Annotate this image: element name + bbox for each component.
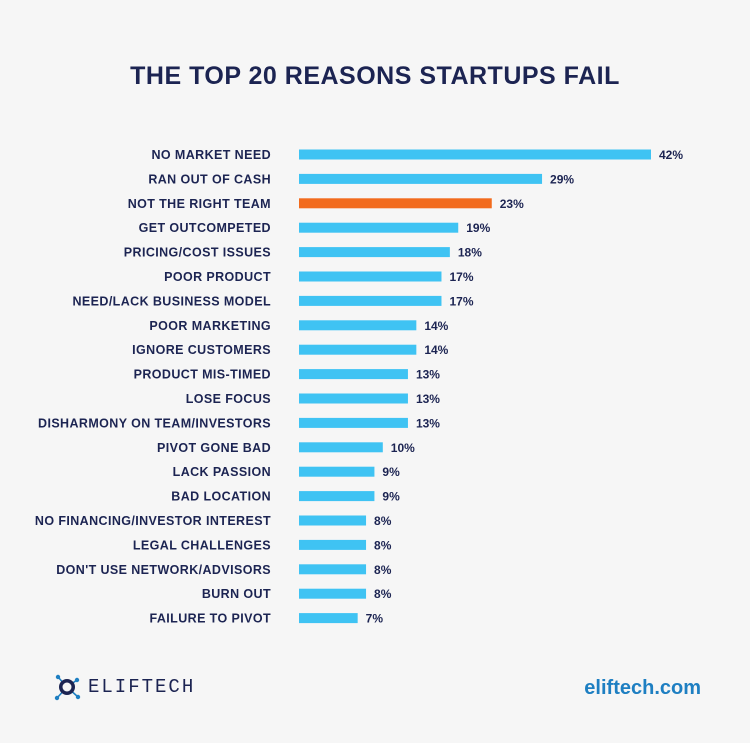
bar (299, 173, 543, 184)
value-label: 8% (374, 563, 392, 577)
bar (299, 442, 383, 453)
eliftech-logo[interactable]: ELIFTECH (52, 672, 195, 702)
value-label: 19% (466, 221, 490, 235)
value-label: 29% (550, 172, 574, 186)
bar (299, 393, 408, 404)
value-label: 13% (416, 416, 440, 430)
category-label: RAN OUT OF CASH (148, 172, 271, 186)
value-label: 14% (424, 319, 448, 333)
value-label: 13% (416, 392, 440, 406)
category-label: LOSE FOCUS (186, 392, 271, 406)
bar (299, 613, 358, 624)
bar (299, 222, 459, 233)
category-label: DISHARMONY ON TEAM/INVESTORS (38, 416, 271, 430)
value-label: 7% (366, 612, 384, 626)
category-label: FAILURE TO PIVOT (150, 612, 271, 626)
website-link[interactable]: eliftech.com (584, 677, 701, 699)
bar (299, 369, 408, 380)
bar (299, 344, 417, 355)
category-label: IGNORE CUSTOMERS (132, 343, 271, 357)
value-label: 10% (391, 441, 415, 455)
value-label: 13% (416, 368, 440, 382)
chart-title: THE TOP 20 REASONS STARTUPS FAIL (130, 62, 620, 90)
bar (299, 588, 367, 599)
category-label: NEED/LACK BUSINESS MODEL (72, 294, 271, 308)
category-label: POOR MARKETING (149, 319, 271, 333)
value-label: 42% (659, 148, 683, 162)
category-label: NO FINANCING/INVESTOR INTEREST (35, 514, 271, 528)
bar (299, 515, 367, 526)
category-label: PIVOT GONE BAD (157, 441, 271, 455)
bar (299, 417, 408, 428)
bar (299, 466, 375, 477)
bar (299, 198, 492, 209)
bar (299, 491, 375, 502)
category-label: LACK PASSION (173, 465, 271, 479)
category-label: GET OUTCOMPETED (139, 221, 271, 235)
bar (299, 247, 450, 258)
bar (299, 539, 367, 550)
category-label: NO MARKET NEED (152, 148, 272, 162)
value-label: 14% (424, 343, 448, 357)
bar (299, 320, 417, 331)
value-label: 8% (374, 514, 392, 528)
eliftech-logo-icon (54, 674, 81, 701)
value-label: 8% (374, 587, 392, 601)
bar (299, 295, 442, 306)
value-label: 23% (500, 197, 524, 211)
category-label: NOT THE RIGHT TEAM (128, 197, 271, 211)
category-label: LEGAL CHALLENGES (133, 538, 271, 552)
value-label: 9% (382, 465, 400, 479)
bar-chart: NO MARKET NEED 42% RAN OUT OF CASH 29% NOT T… (35, 148, 683, 626)
value-label: 8% (374, 538, 392, 552)
category-label: DON'T USE NETWORK/ADVISORS (56, 563, 271, 577)
category-label: POOR PRODUCT (164, 270, 271, 284)
category-label: BAD LOCATION (171, 490, 271, 504)
value-label: 17% (449, 294, 473, 308)
category-label: PRICING/COST ISSUES (124, 246, 271, 260)
logo-text: ELIFTECH (88, 676, 196, 698)
value-label: 9% (382, 490, 400, 504)
category-label: PRODUCT MIS-TIMED (134, 368, 271, 382)
bar (299, 564, 367, 575)
value-label: 17% (449, 270, 473, 284)
bar (299, 149, 651, 160)
value-label: 18% (458, 246, 482, 260)
bar (299, 271, 442, 282)
category-label: BURN OUT (202, 587, 271, 601)
